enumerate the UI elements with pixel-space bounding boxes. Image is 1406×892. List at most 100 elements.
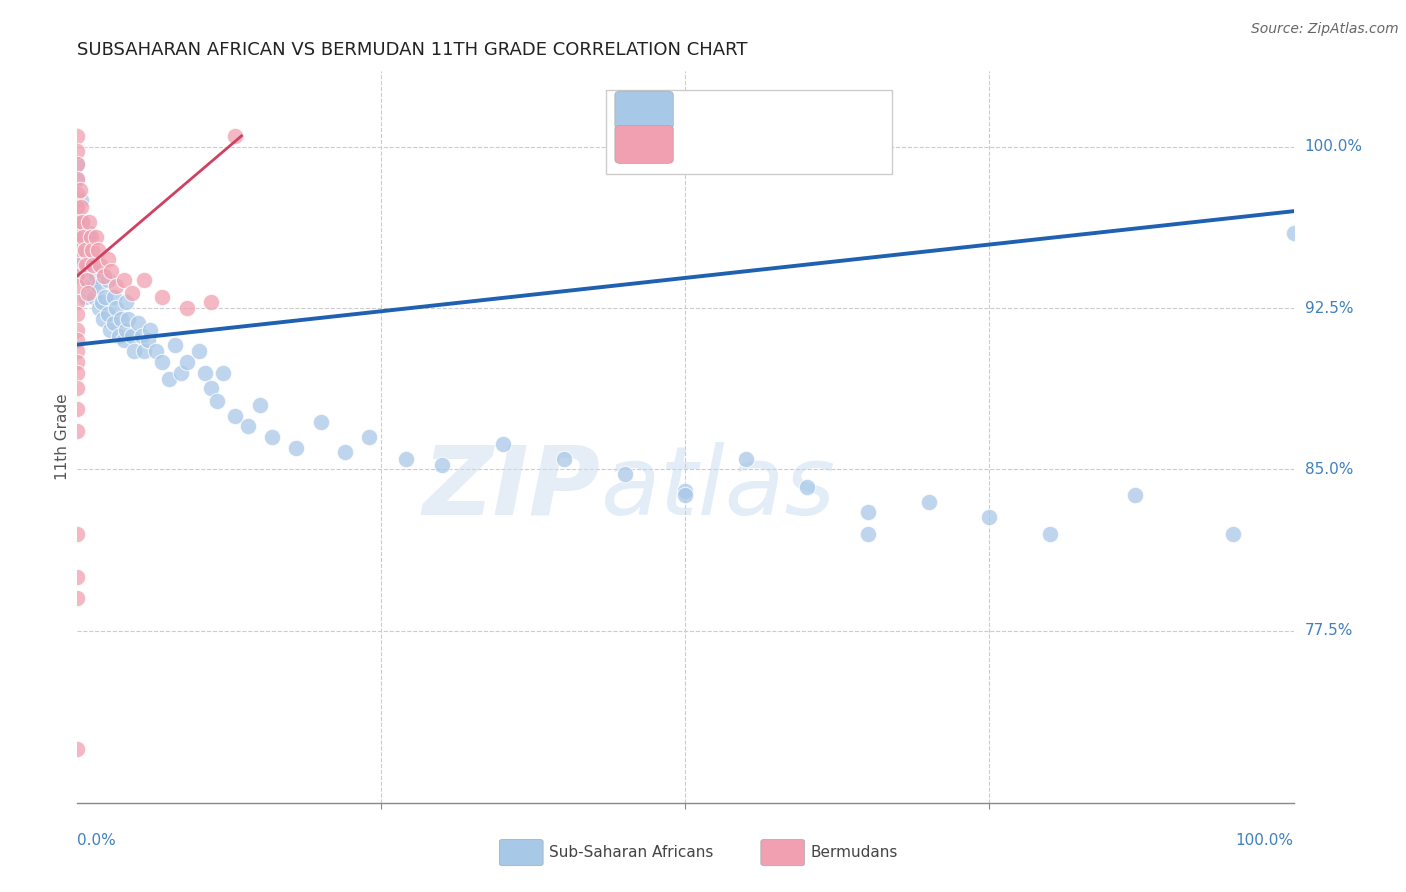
Point — [66, 279, 89, 293]
Text: R =: R = — [682, 101, 718, 120]
Point — [856, 505, 879, 519]
Point — [112, 273, 135, 287]
Point — [66, 226, 89, 240]
Point — [212, 366, 235, 380]
Point — [66, 186, 89, 201]
Point — [75, 258, 97, 272]
Point — [73, 243, 96, 257]
Point — [492, 436, 515, 450]
Point — [395, 451, 418, 466]
Point — [80, 230, 103, 244]
Point — [73, 290, 96, 304]
Text: 0.229: 0.229 — [728, 136, 780, 153]
Point — [70, 194, 93, 208]
Point — [66, 294, 89, 309]
Point — [1039, 527, 1062, 541]
Text: 0.127: 0.127 — [728, 101, 780, 120]
Text: R =: R = — [682, 136, 718, 153]
Point — [79, 215, 101, 229]
Point — [66, 381, 89, 395]
Point — [139, 322, 162, 336]
Point — [249, 398, 271, 412]
Text: 100.0%: 100.0% — [1236, 833, 1294, 848]
Point — [170, 366, 193, 380]
Point — [87, 279, 110, 293]
Point — [66, 258, 89, 272]
Point — [430, 458, 453, 472]
Point — [77, 285, 100, 300]
Point — [112, 333, 135, 347]
FancyBboxPatch shape — [614, 91, 673, 129]
Point — [224, 128, 246, 143]
Point — [66, 230, 89, 244]
Point — [675, 483, 697, 498]
Point — [91, 311, 114, 326]
Point — [80, 264, 103, 278]
Point — [89, 301, 111, 315]
Point — [82, 258, 104, 272]
Text: atlas: atlas — [600, 442, 835, 535]
Point — [359, 430, 381, 444]
Point — [66, 144, 89, 158]
Text: 100.0%: 100.0% — [1305, 139, 1362, 154]
Point — [70, 200, 93, 214]
Point — [152, 290, 174, 304]
Point — [66, 157, 89, 171]
Point — [66, 591, 89, 606]
Point — [66, 247, 89, 261]
FancyBboxPatch shape — [614, 126, 673, 163]
Point — [66, 527, 89, 541]
Point — [66, 355, 89, 369]
Point — [66, 194, 89, 208]
Point — [66, 344, 89, 359]
Point — [76, 273, 98, 287]
Point — [83, 290, 105, 304]
Point — [1125, 488, 1147, 502]
Point — [89, 258, 111, 272]
Point — [66, 402, 89, 417]
Point — [100, 264, 122, 278]
Point — [1222, 527, 1244, 541]
Text: SUBSAHARAN AFRICAN VS BERMUDAN 11TH GRADE CORRELATION CHART: SUBSAHARAN AFRICAN VS BERMUDAN 11TH GRAD… — [77, 41, 748, 59]
Point — [918, 494, 941, 508]
Point — [145, 344, 167, 359]
Text: 0.0%: 0.0% — [77, 833, 117, 848]
Point — [224, 409, 246, 423]
Point — [66, 243, 89, 257]
Point — [84, 230, 107, 244]
Point — [66, 742, 89, 756]
Point — [124, 344, 146, 359]
Text: Bermudans: Bermudans — [811, 845, 898, 860]
Point — [134, 344, 156, 359]
Text: 84: 84 — [844, 101, 866, 120]
FancyBboxPatch shape — [499, 839, 543, 866]
Point — [121, 329, 143, 343]
Point — [90, 294, 112, 309]
Text: 77.5%: 77.5% — [1305, 624, 1353, 638]
Point — [115, 294, 138, 309]
Point — [69, 183, 91, 197]
Point — [188, 344, 211, 359]
Point — [66, 308, 89, 322]
Point — [97, 252, 120, 266]
Text: 92.5%: 92.5% — [1305, 301, 1353, 316]
Point — [121, 285, 143, 300]
Point — [176, 355, 198, 369]
Point — [76, 241, 98, 255]
Point — [194, 366, 217, 380]
Point — [66, 209, 89, 223]
Point — [70, 215, 93, 229]
Point — [97, 273, 120, 287]
Point — [66, 268, 89, 283]
Point — [856, 527, 879, 541]
Point — [90, 264, 112, 278]
Point — [152, 355, 174, 369]
Point — [79, 226, 101, 240]
Point — [66, 333, 89, 347]
Point — [87, 243, 110, 257]
Point — [84, 268, 107, 283]
Point — [136, 333, 159, 347]
Text: 85.0%: 85.0% — [1305, 462, 1353, 477]
Point — [127, 316, 149, 330]
Point — [553, 451, 575, 466]
